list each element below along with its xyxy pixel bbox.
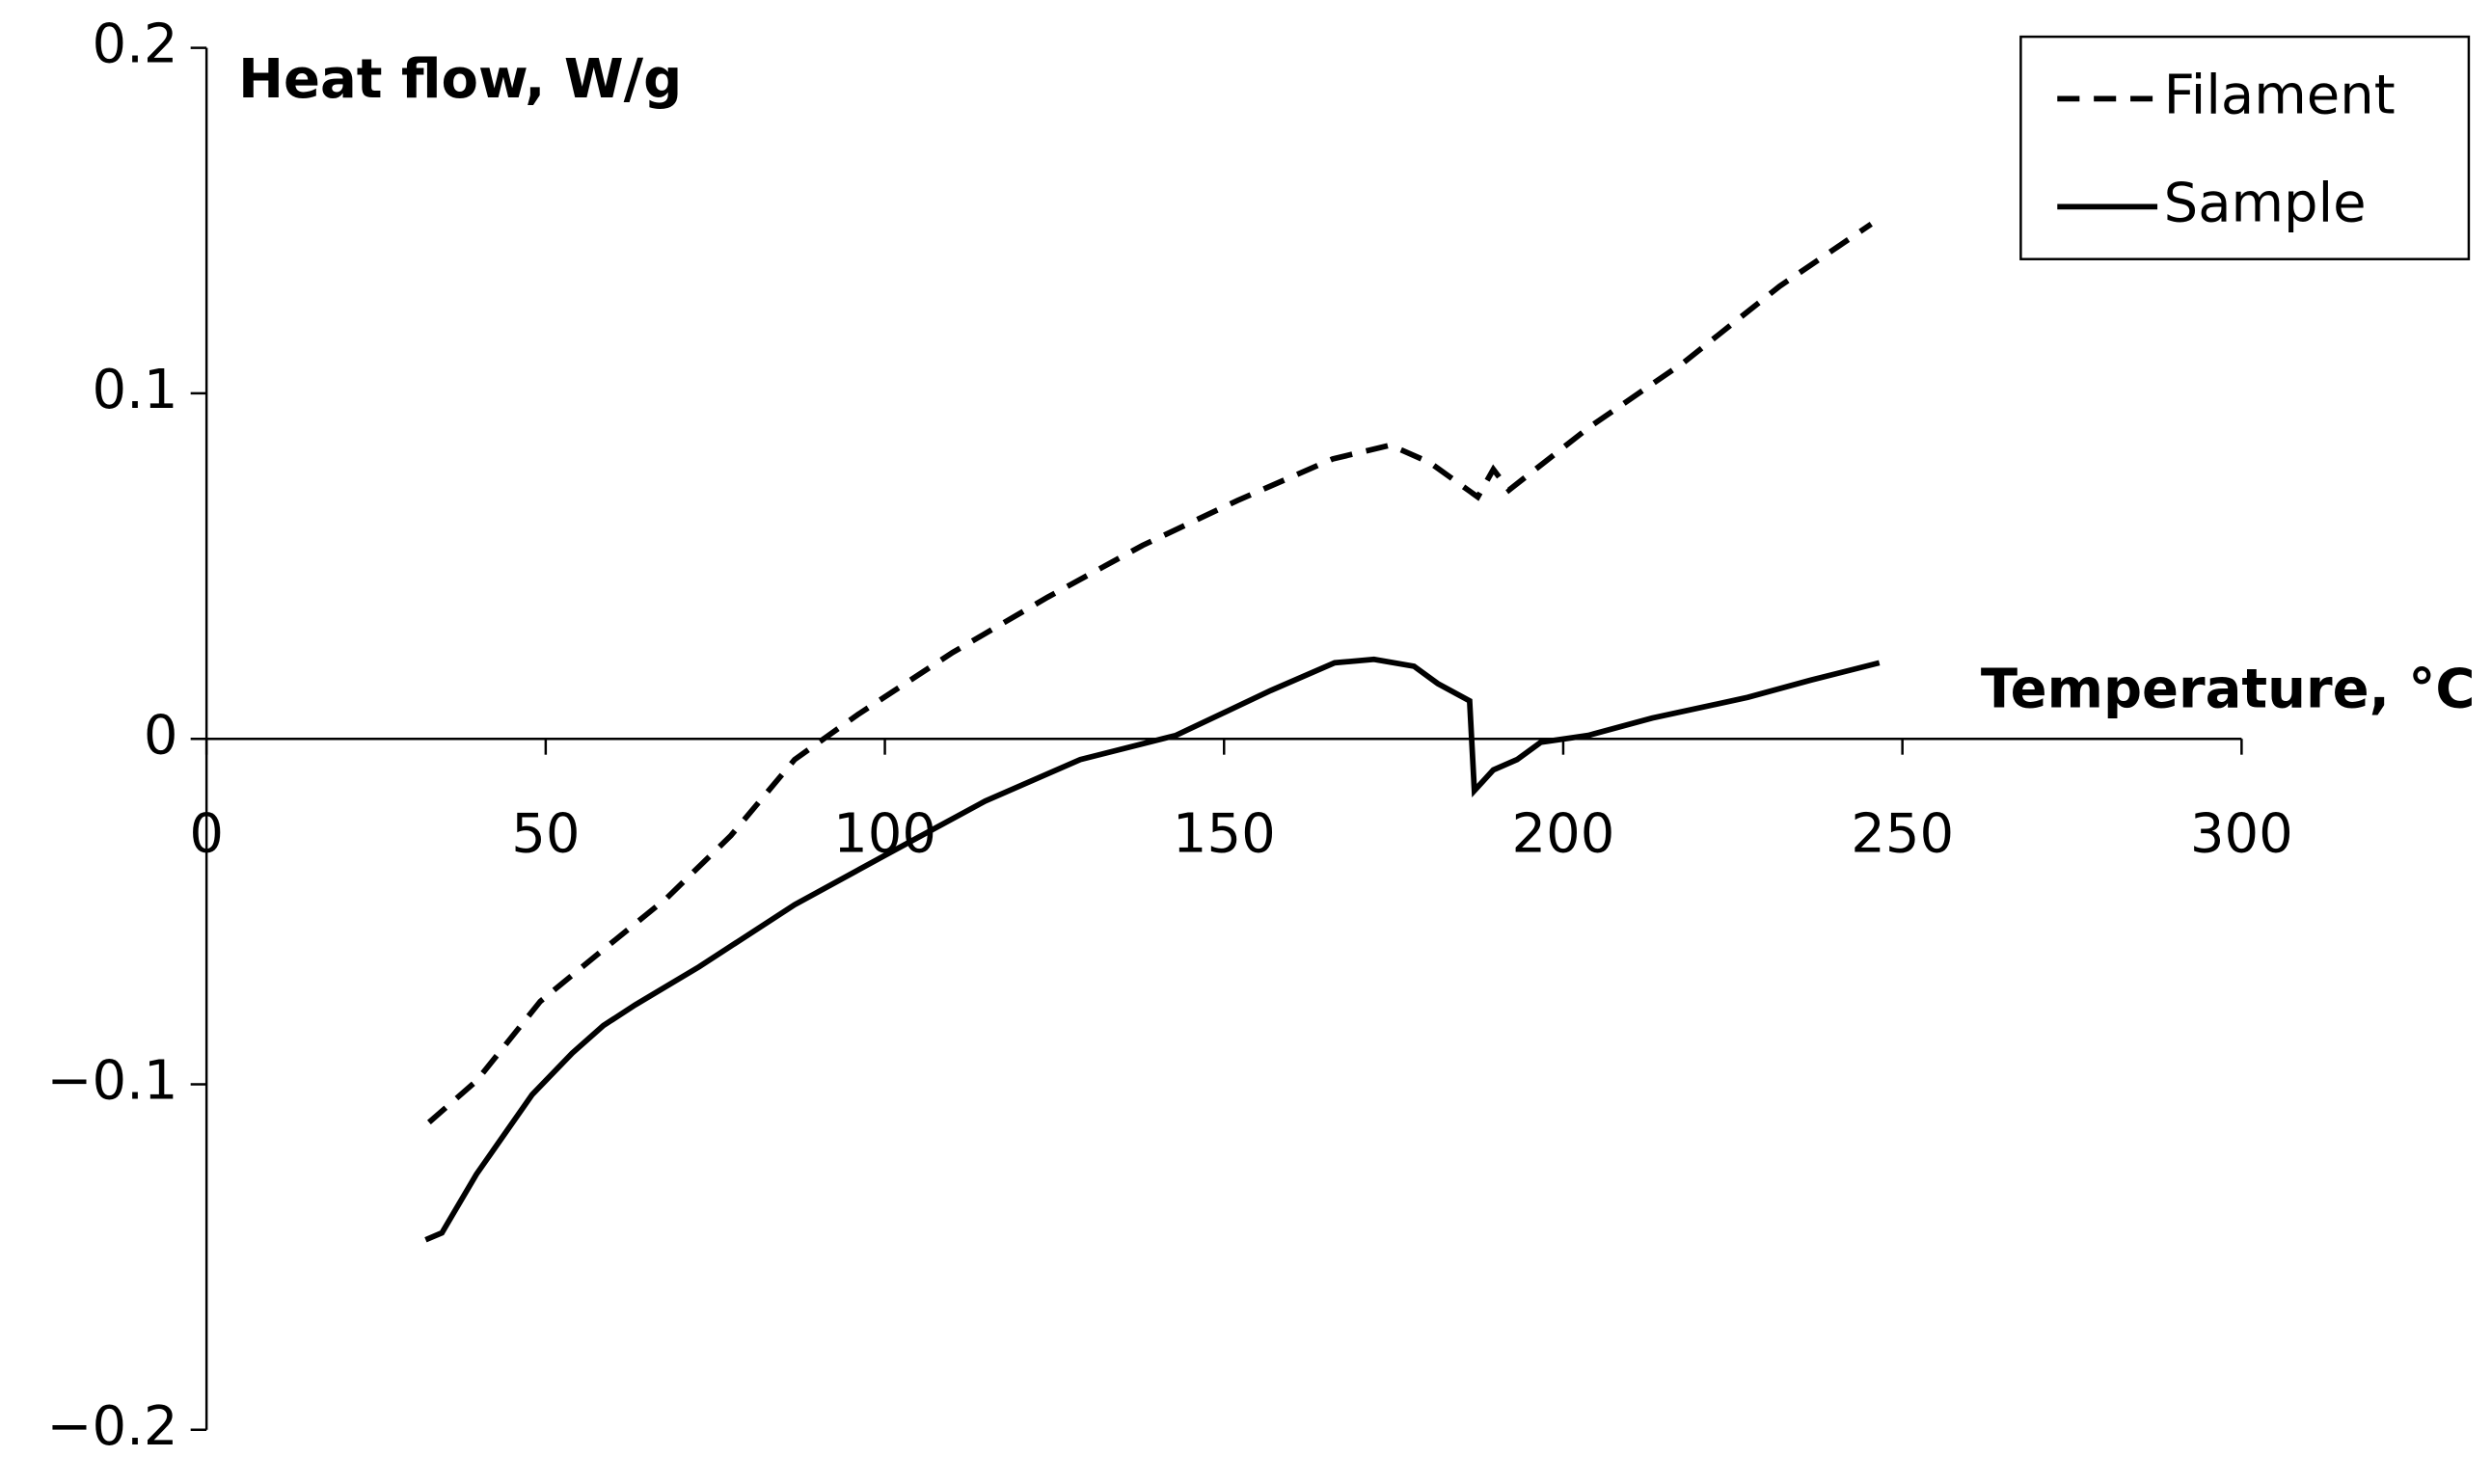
data-line bbox=[424, 656, 1881, 1243]
x-tick-label: 0 bbox=[189, 802, 224, 865]
y-tick-label: −0.1 bbox=[47, 1050, 178, 1113]
x-axis-label: Temperature, °C bbox=[1981, 659, 2476, 721]
y-tick-label: −0.2 bbox=[47, 1395, 178, 1458]
y-tick-label: 0.1 bbox=[92, 359, 177, 421]
x-tick-label: 200 bbox=[1512, 802, 1615, 865]
legend-label: Sample bbox=[2164, 172, 2367, 234]
x-tick-label: 250 bbox=[1851, 802, 1954, 865]
x-tick-label: 300 bbox=[2190, 802, 2293, 865]
x-tick-label: 50 bbox=[511, 802, 580, 865]
data-line bbox=[426, 221, 1873, 1125]
legend-label: Filament bbox=[2164, 64, 2396, 126]
legend-box bbox=[2019, 35, 2471, 260]
y-axis-label: Heat flow, W/g bbox=[238, 48, 682, 111]
y-tick-label: 0 bbox=[144, 704, 178, 767]
x-tick-label: 150 bbox=[1173, 802, 1276, 865]
y-tick-label: 0.2 bbox=[92, 13, 177, 76]
